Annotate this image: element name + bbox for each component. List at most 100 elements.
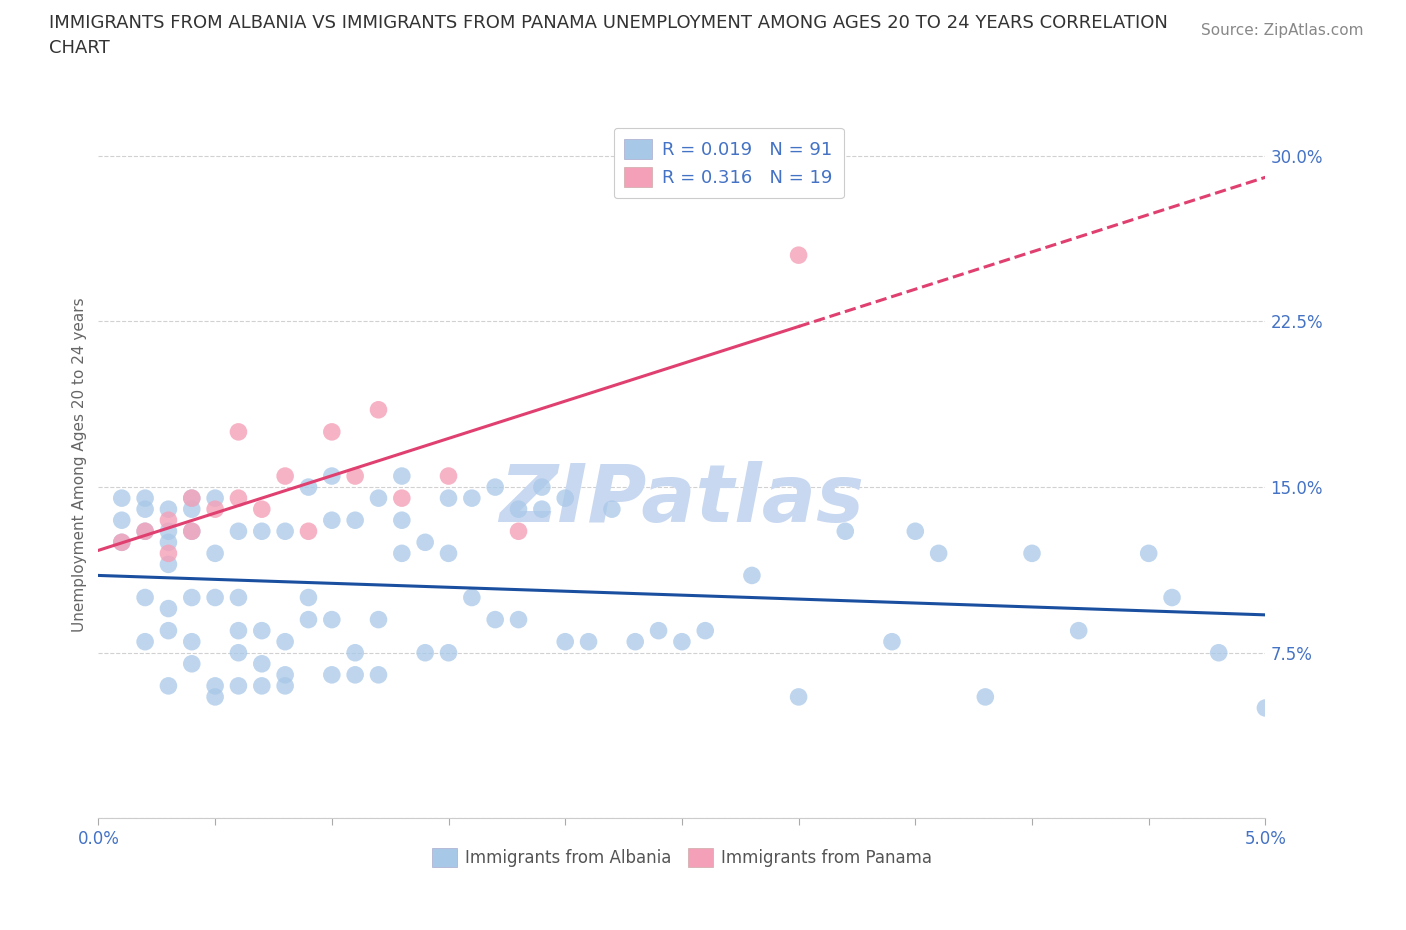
Point xyxy=(297,591,319,605)
Point xyxy=(274,668,297,683)
Y-axis label: Unemployment Among Ages 20 to 24 years: Unemployment Among Ages 20 to 24 years xyxy=(72,298,87,632)
Point xyxy=(297,480,319,495)
Point xyxy=(367,612,389,627)
Point xyxy=(250,623,273,638)
Point xyxy=(111,512,134,527)
Point xyxy=(437,645,460,660)
Point xyxy=(437,546,460,561)
Point xyxy=(600,502,623,517)
Point xyxy=(391,512,413,527)
Point xyxy=(180,524,202,538)
Point xyxy=(367,668,389,683)
Point xyxy=(671,634,693,649)
Point xyxy=(1254,700,1277,715)
Text: Source: ZipAtlas.com: Source: ZipAtlas.com xyxy=(1201,23,1364,38)
Point xyxy=(228,645,250,660)
Point xyxy=(134,524,156,538)
Point xyxy=(157,623,180,638)
Point xyxy=(157,535,180,550)
Point xyxy=(437,469,460,484)
Point xyxy=(437,491,460,506)
Legend: Immigrants from Albania, Immigrants from Panama: Immigrants from Albania, Immigrants from… xyxy=(425,841,939,873)
Point xyxy=(111,535,134,550)
Point xyxy=(250,524,273,538)
Point xyxy=(111,491,134,506)
Point xyxy=(974,689,997,704)
Point xyxy=(461,491,484,506)
Point xyxy=(180,491,202,506)
Point xyxy=(228,424,250,439)
Point xyxy=(274,469,297,484)
Point xyxy=(413,645,436,660)
Point xyxy=(157,546,180,561)
Text: IMMIGRANTS FROM ALBANIA VS IMMIGRANTS FROM PANAMA UNEMPLOYMENT AMONG AGES 20 TO : IMMIGRANTS FROM ALBANIA VS IMMIGRANTS FR… xyxy=(49,14,1168,32)
Point xyxy=(1208,645,1230,660)
Point xyxy=(484,612,506,627)
Point xyxy=(530,480,553,495)
Point xyxy=(413,535,436,550)
Point xyxy=(180,634,202,649)
Point xyxy=(157,679,180,694)
Point xyxy=(274,679,297,694)
Point xyxy=(461,591,484,605)
Point xyxy=(695,623,717,638)
Point xyxy=(228,679,250,694)
Text: ZIPatlas: ZIPatlas xyxy=(499,461,865,539)
Point xyxy=(274,524,297,538)
Point xyxy=(624,634,647,649)
Point xyxy=(157,601,180,616)
Text: CHART: CHART xyxy=(49,39,110,57)
Point xyxy=(204,491,226,506)
Point xyxy=(321,469,343,484)
Point xyxy=(321,424,343,439)
Point xyxy=(180,491,202,506)
Point xyxy=(391,469,413,484)
Point xyxy=(554,634,576,649)
Point xyxy=(834,524,856,538)
Point xyxy=(134,491,156,506)
Point xyxy=(111,535,134,550)
Point xyxy=(1067,623,1090,638)
Point xyxy=(928,546,950,561)
Point xyxy=(204,546,226,561)
Point xyxy=(344,668,367,683)
Point xyxy=(204,679,226,694)
Point xyxy=(228,491,250,506)
Point xyxy=(321,612,343,627)
Point xyxy=(904,524,927,538)
Point xyxy=(250,679,273,694)
Point xyxy=(228,591,250,605)
Point xyxy=(880,634,903,649)
Point xyxy=(134,502,156,517)
Point xyxy=(1137,546,1160,561)
Point xyxy=(484,480,506,495)
Point xyxy=(250,657,273,671)
Point xyxy=(344,469,367,484)
Point xyxy=(180,657,202,671)
Point xyxy=(787,247,810,262)
Point xyxy=(180,524,202,538)
Point xyxy=(228,524,250,538)
Point xyxy=(134,591,156,605)
Point xyxy=(297,612,319,627)
Point xyxy=(344,645,367,660)
Point xyxy=(204,689,226,704)
Point xyxy=(157,512,180,527)
Point xyxy=(508,524,530,538)
Point xyxy=(508,502,530,517)
Point xyxy=(157,524,180,538)
Point xyxy=(274,634,297,649)
Point xyxy=(228,623,250,638)
Point xyxy=(134,634,156,649)
Point xyxy=(508,612,530,627)
Point xyxy=(1021,546,1043,561)
Point xyxy=(204,591,226,605)
Point xyxy=(787,689,810,704)
Point xyxy=(134,524,156,538)
Point xyxy=(1161,591,1184,605)
Point xyxy=(180,502,202,517)
Point xyxy=(367,403,389,418)
Point xyxy=(250,502,273,517)
Point xyxy=(204,502,226,517)
Point xyxy=(530,502,553,517)
